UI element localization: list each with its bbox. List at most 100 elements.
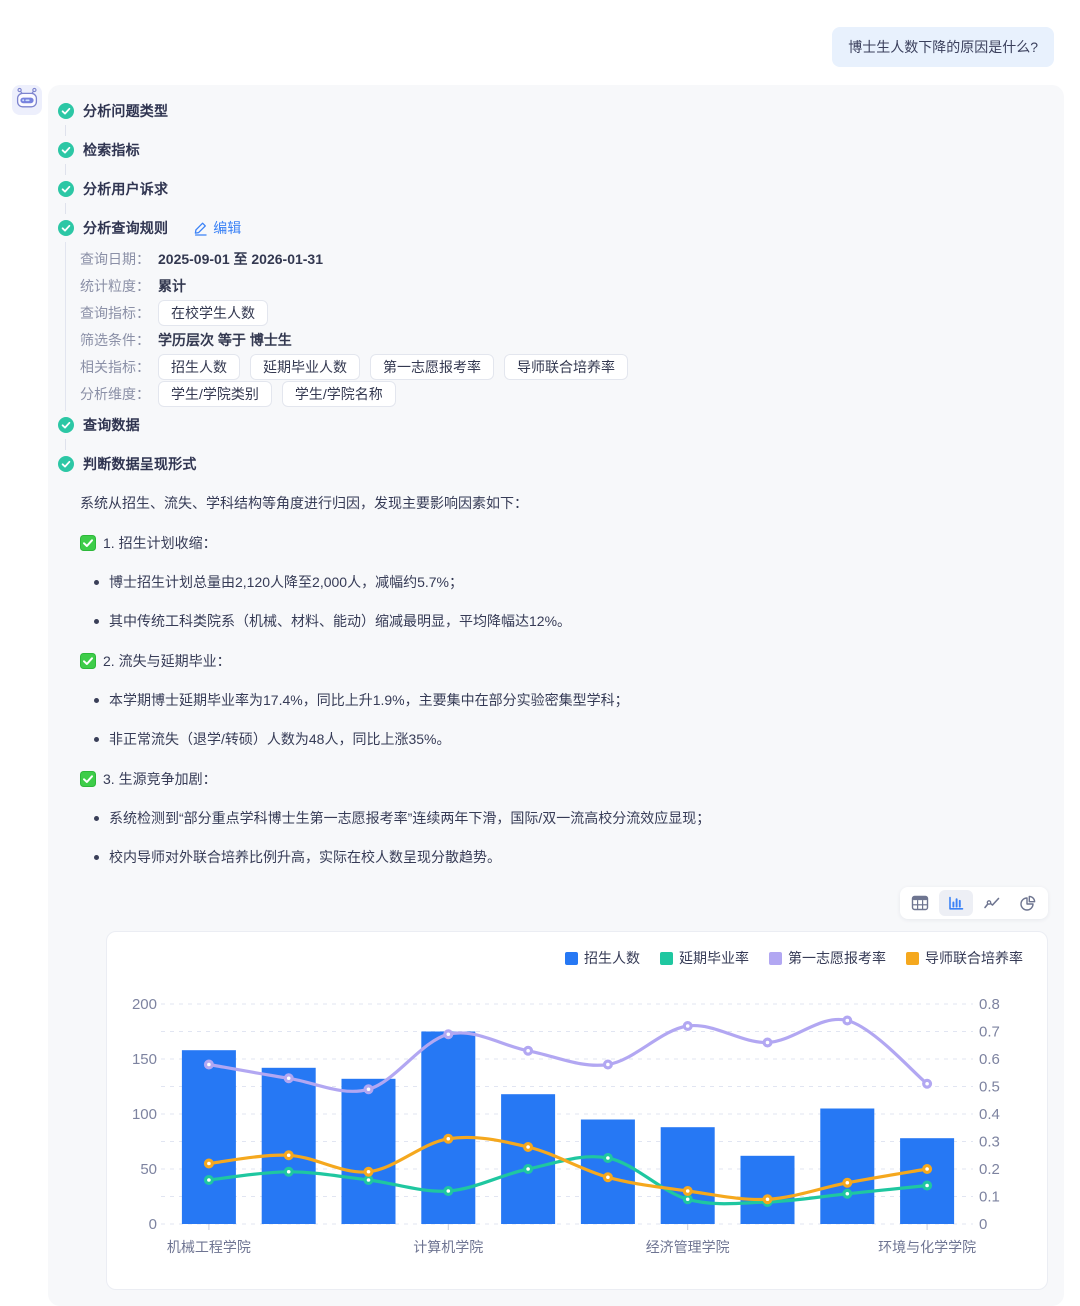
step-decide-presentation: 判断数据呈现形式	[58, 454, 1048, 474]
section-title-text: 3. 生源竞争加剧：	[103, 771, 217, 787]
step-connector	[65, 164, 66, 175]
bullet-text: 其中传统工科类院系（机械、材料、能动）缩减最明显，平均降幅达12%。	[109, 613, 572, 629]
field-value: 累计	[158, 278, 186, 294]
assistant-message-row: 分析问题类型 检索指标 分析用户诉求 分析查询规则 编辑 查询日期： 2025-…	[12, 85, 1064, 1306]
check-circle-icon	[58, 220, 74, 236]
svg-text:150: 150	[132, 1051, 157, 1068]
bullet-text: 博士招生计划总量由2,120人降至2,000人，减幅约5.7%；	[109, 574, 463, 590]
svg-text:0: 0	[979, 1216, 987, 1233]
edit-query-rules-button[interactable]: 编辑	[193, 218, 241, 238]
chart-toolbar-row	[58, 887, 1048, 919]
query-date-row: 查询日期： 2025-09-01 至 2026-01-31	[80, 247, 1048, 271]
bar	[740, 1155, 795, 1224]
line-series	[207, 1155, 929, 1206]
legend-label: 招生人数	[584, 950, 640, 966]
check-circle-icon	[58, 103, 74, 119]
tag-group: 学生/学院类别 学生/学院名称	[158, 381, 406, 407]
analysis-intro: 系统从招生、流失、学科结构等角度进行归因，发现主要影响因素如下：	[80, 495, 528, 511]
svg-text:200: 200	[132, 996, 157, 1013]
analysis-text: 系统从招生、流失、学科结构等角度进行归因，发现主要影响因素如下： 1. 招生计划…	[58, 494, 1048, 867]
step-label: 查询数据	[83, 417, 140, 433]
bar	[501, 1094, 556, 1224]
filter-row: 筛选条件： 学历层次 等于 博士生	[80, 328, 1048, 352]
tag-chip: 招生人数	[158, 354, 240, 380]
legend-label: 导师联合培养率	[925, 950, 1023, 966]
bullet-item: 其中传统工科类院系（机械、材料、能动）缩减最明显，平均降幅达12%。	[92, 612, 1048, 631]
line-series	[207, 1135, 929, 1202]
section-title-1: 1. 招生计划收缩：	[80, 533, 1048, 553]
tag-chip: 延期毕业人数	[250, 354, 360, 380]
step-label: 分析查询规则	[83, 220, 169, 236]
bullet-text: 本学期博士延期毕业率为17.4%，同比上升1.9%，主要集中在部分实验密集型学科…	[109, 692, 629, 708]
svg-text:0.1: 0.1	[979, 1189, 1000, 1206]
step-connector	[65, 125, 66, 136]
pie-chart-view-button[interactable]	[1011, 890, 1045, 916]
line-chart-view-button[interactable]	[975, 890, 1009, 916]
bullet-text: 非正常流失（退学/转硕）人数为48人，同比上涨35%。	[109, 731, 451, 747]
dimensions-row: 分析维度： 学生/学院类别 学生/学院名称	[80, 381, 1048, 407]
legend-label: 延期毕业率	[679, 950, 749, 966]
legend-item[interactable]: 导师联合培养率	[906, 948, 1023, 968]
bullet-dot	[94, 855, 99, 860]
bullet-text: 系统检测到“部分重点学科博士生第一志愿报考率”连续两年下滑，国际/双一流高校分流…	[109, 810, 711, 826]
tag-group: 招生人数 延期毕业人数 第一志愿报考率 导师联合培养率	[158, 354, 638, 380]
bar	[660, 1127, 715, 1224]
field-label: 查询日期：	[80, 251, 150, 267]
check-circle-icon	[58, 181, 74, 197]
svg-text:0.3: 0.3	[979, 1134, 1000, 1151]
bullet-dot	[94, 816, 99, 821]
legend-swatch-icon	[769, 951, 782, 965]
step-analyze-user-need: 分析用户诉求	[58, 179, 1048, 199]
query-metric-row: 查询指标： 在校学生人数	[80, 300, 1048, 326]
legend-swatch-icon	[906, 951, 919, 965]
edit-label: 编辑	[213, 220, 242, 236]
svg-text:50: 50	[140, 1161, 157, 1178]
table-view-button[interactable]	[903, 890, 937, 916]
bullet-item: 非正常流失（退学/转硕）人数为48人，同比上涨35%。	[92, 730, 1048, 749]
field-label: 查询指标：	[80, 305, 150, 321]
section-title-3: 3. 生源竞争加剧：	[80, 769, 1048, 789]
assistant-avatar	[12, 85, 42, 115]
svg-text:0.2: 0.2	[979, 1161, 1000, 1178]
bar-chart-view-button[interactable]	[939, 890, 973, 916]
tag-chip: 导师联合培养率	[504, 354, 628, 380]
bullet-item: 本学期博士延期毕业率为17.4%，同比上升1.9%，主要集中在部分实验密集型学科…	[92, 691, 1048, 710]
green-checkbox-icon	[80, 653, 96, 669]
step-label: 检索指标	[83, 142, 140, 158]
step-label: 判断数据呈现形式	[83, 456, 197, 472]
section-title-text: 2. 流失与延期毕业：	[103, 653, 231, 669]
step-query-data: 查询数据	[58, 415, 1048, 435]
combo-chart: 0 50 100 150 200 0 0.1 0.2 0.3 0.4 0.5 0.6 0.7 0.8 机械工…	[107, 974, 1047, 1281]
query-rules-panel: 查询日期： 2025-09-01 至 2026-01-31 统计粒度： 累计 查…	[65, 242, 1048, 411]
bullet-text: 校内导师对外联合培养比例升高，实际在校人数呈现分散趋势。	[109, 849, 501, 865]
legend-swatch-icon	[660, 951, 673, 965]
line-chart-icon	[984, 897, 1000, 909]
section-title-2: 2. 流失与延期毕业：	[80, 651, 1048, 671]
legend-label: 第一志愿报考率	[788, 950, 886, 966]
legend-item[interactable]: 延期毕业率	[660, 948, 749, 968]
step-analyze-question-type: 分析问题类型	[58, 101, 1048, 121]
legend-item[interactable]: 第一志愿报考率	[769, 948, 886, 968]
field-label: 相关指标：	[80, 359, 150, 375]
svg-text:0.5: 0.5	[979, 1079, 1000, 1096]
step-retrieve-metrics: 检索指标	[58, 140, 1048, 160]
bar	[181, 1050, 236, 1224]
tag-chip: 第一志愿报考率	[370, 354, 494, 380]
tag-group: 在校学生人数	[158, 300, 278, 326]
step-label: 分析用户诉求	[83, 181, 169, 197]
bullet-dot	[94, 619, 99, 624]
tag-chip: 学生/学院类别	[158, 381, 272, 407]
field-label: 筛选条件：	[80, 332, 150, 348]
bullet-dot	[94, 698, 99, 703]
legend-item[interactable]: 招生人数	[565, 948, 640, 968]
bullet-item: 博士招生计划总量由2,120人降至2,000人，减幅约5.7%；	[92, 573, 1048, 592]
bullet-dot	[94, 580, 99, 585]
bullet-item: 校内导师对外联合培养比例升高，实际在校人数呈现分散趋势。	[92, 848, 1048, 867]
chart-legend: 招生人数 延期毕业率 第一志愿报考率 导师联合培养率	[107, 946, 1047, 974]
bar	[341, 1078, 396, 1224]
tag-chip: 学生/学院名称	[281, 381, 396, 407]
chart-card: 招生人数 延期毕业率 第一志愿报考率 导师联合培养率 0 50 100 150 200 0 0.1…	[106, 931, 1048, 1290]
user-message-bubble: 博士生人数下降的原因是什么?	[832, 27, 1054, 67]
green-checkbox-icon	[80, 771, 96, 787]
x-axis-label: 经济管理学院	[646, 1239, 730, 1255]
